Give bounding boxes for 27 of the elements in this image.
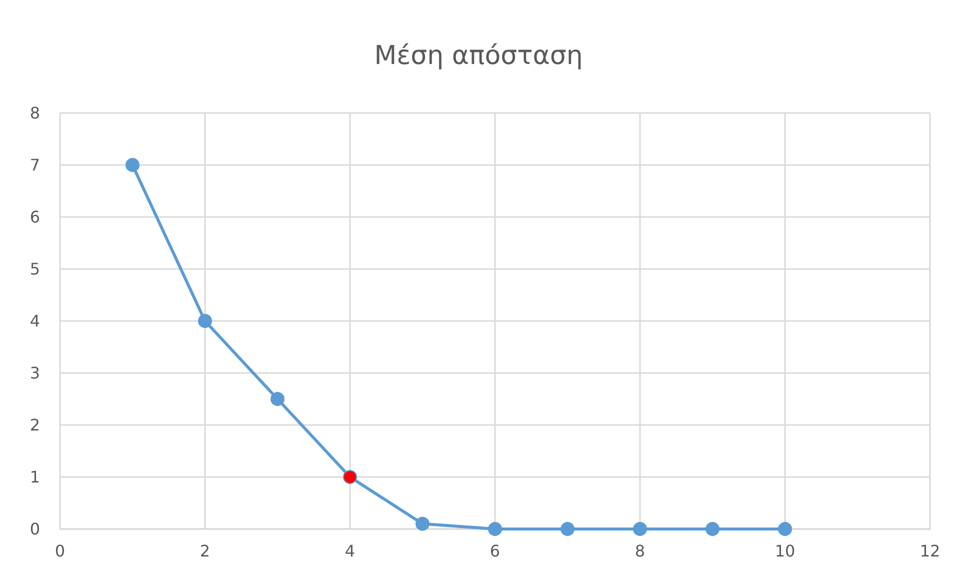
- y-tick-label: 2: [30, 416, 40, 434]
- x-tick-label: 8: [634, 542, 646, 560]
- y-tick-label: 7: [30, 156, 40, 174]
- point: [778, 522, 792, 536]
- point: [706, 522, 720, 536]
- y-tick-label: 5: [30, 260, 40, 278]
- y-tick-label: 6: [30, 208, 40, 226]
- x-tick-label: 2: [200, 542, 210, 560]
- point: [560, 522, 574, 536]
- point: [270, 392, 284, 406]
- x-tick-label: 6: [490, 542, 500, 560]
- point: [488, 522, 502, 536]
- point: [126, 158, 140, 172]
- chart-title: Μέση απόσταση: [374, 41, 583, 71]
- y-tick-label: 0: [30, 520, 40, 538]
- point: [416, 516, 430, 531]
- x-tick-label: 0: [54, 542, 66, 560]
- point: [343, 470, 357, 484]
- y-tick-label: 8: [30, 104, 40, 122]
- x-tick-label: 4: [344, 542, 356, 560]
- point: [633, 522, 647, 536]
- y-tick-label: 4: [30, 312, 40, 330]
- point: [198, 314, 212, 328]
- y-tick-label: 1: [30, 468, 40, 486]
- y-tick-label: 3: [30, 364, 40, 382]
- x-tick-label: 10: [774, 542, 796, 560]
- x-tick-label: 12: [920, 542, 940, 560]
